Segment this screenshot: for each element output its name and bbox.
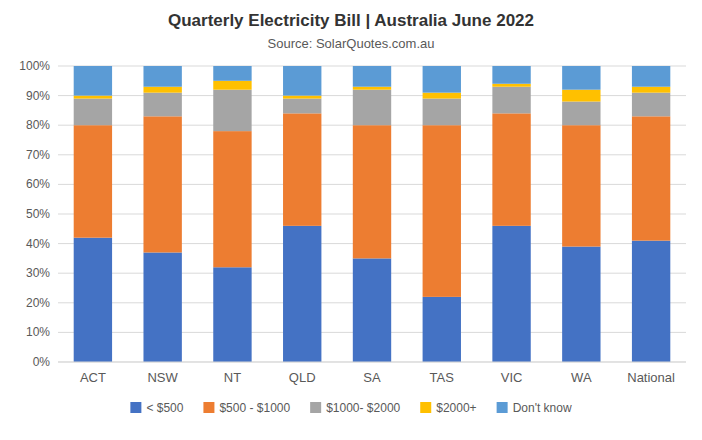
bar-segment — [423, 125, 461, 297]
bar-segment — [562, 90, 600, 102]
bar-segment — [74, 99, 112, 126]
y-tick-label: 40% — [26, 237, 50, 251]
y-tick-label: 10% — [26, 325, 50, 339]
bar-segment — [74, 96, 112, 99]
bar-segment — [353, 90, 391, 126]
legend-swatch — [497, 402, 508, 413]
bar-segment — [213, 81, 251, 90]
bar-segment — [492, 84, 530, 87]
y-tick-label: 90% — [26, 89, 50, 103]
bar-segment — [283, 226, 321, 362]
bar-segment — [353, 258, 391, 362]
bar-segment — [283, 96, 321, 99]
bar-segment — [492, 87, 530, 114]
x-tick-label: ACT — [80, 370, 106, 385]
bar-segment — [632, 66, 670, 87]
bar-segment — [562, 102, 600, 126]
bar-segment — [143, 66, 181, 87]
bar-segment — [143, 87, 181, 93]
bar-segment — [492, 226, 530, 362]
bar-segment — [283, 66, 321, 96]
x-axis: ACT NSW NT QLD SA TAS VIC WA National — [80, 370, 675, 385]
legend-label: Don't know — [513, 401, 572, 415]
bar-segment — [74, 66, 112, 96]
subtitle: Source: SolarQuotes.com.au — [268, 36, 435, 51]
x-tick-label: TAS — [430, 370, 455, 385]
bar-segment — [492, 66, 530, 84]
legend-item: < $500 — [130, 401, 183, 415]
bar-segment — [562, 247, 600, 362]
bar-segment — [423, 66, 461, 93]
bar-segment — [283, 113, 321, 225]
bar-segment — [423, 297, 461, 362]
legend-swatch — [203, 402, 214, 413]
bar-segment — [423, 99, 461, 126]
legend: < $500 $500 - $1000 $1000- $2000 $2000+ Don'… — [130, 401, 572, 415]
x-tick-label: NSW — [147, 370, 178, 385]
bar-segment — [632, 93, 670, 117]
bar-segment — [423, 93, 461, 99]
legend-swatch — [130, 402, 141, 413]
bar-segment — [353, 125, 391, 258]
y-tick-label: 80% — [26, 118, 50, 132]
legend-label: $500 - $1000 — [219, 401, 290, 415]
chart: Quarterly Electricity Bill | Australia J… — [0, 0, 702, 440]
legend-swatch — [420, 402, 431, 413]
bars — [74, 66, 671, 362]
bar-segment — [632, 241, 670, 362]
bar-segment — [213, 267, 251, 362]
x-axis-line — [58, 362, 686, 363]
bar-segment — [632, 87, 670, 93]
bar-segment — [213, 131, 251, 267]
x-tick-label: QLD — [289, 370, 316, 385]
y-tick-label: 0% — [33, 355, 51, 369]
bar-segment — [213, 66, 251, 81]
bar-segment — [562, 125, 600, 246]
bar-segment — [353, 87, 391, 90]
bar-segment — [492, 113, 530, 225]
bar-segment — [74, 125, 112, 237]
grid-line — [58, 362, 686, 363]
x-tick-label: SA — [363, 370, 381, 385]
bar-segment — [353, 66, 391, 87]
y-tick-label: 70% — [26, 148, 50, 162]
bar-segment — [74, 238, 112, 362]
y-tick-label: 50% — [26, 207, 50, 221]
x-tick-label: VIC — [501, 370, 523, 385]
legend-swatch — [310, 402, 321, 413]
legend-item: $500 - $1000 — [203, 401, 290, 415]
legend-label: $1000- $2000 — [326, 401, 400, 415]
legend-item: $1000- $2000 — [310, 401, 400, 415]
bar-segment — [213, 90, 251, 131]
legend-item: Don't know — [497, 401, 572, 415]
x-tick-label: National — [627, 370, 675, 385]
x-tick-label: WA — [571, 370, 592, 385]
bar-segment — [283, 99, 321, 114]
x-tick-label: NT — [224, 370, 241, 385]
legend-label: $2000+ — [436, 401, 476, 415]
y-tick-label: 60% — [26, 177, 50, 191]
bar-segment — [632, 116, 670, 240]
y-tick-label: 30% — [26, 266, 50, 280]
y-tick-label: 20% — [26, 296, 50, 310]
legend-label: < $500 — [146, 401, 183, 415]
title: Quarterly Electricity Bill | Australia J… — [168, 11, 534, 30]
bar-segment — [562, 66, 600, 90]
legend-item: $2000+ — [420, 401, 476, 415]
y-axis: 0% 10% 20% 30% 40% 50% 60% 70% 80% 90% 100% — [19, 59, 686, 369]
bar-segment — [143, 252, 181, 362]
y-tick-label: 100% — [19, 59, 50, 73]
bar-segment — [143, 93, 181, 117]
bar-segment — [143, 116, 181, 252]
